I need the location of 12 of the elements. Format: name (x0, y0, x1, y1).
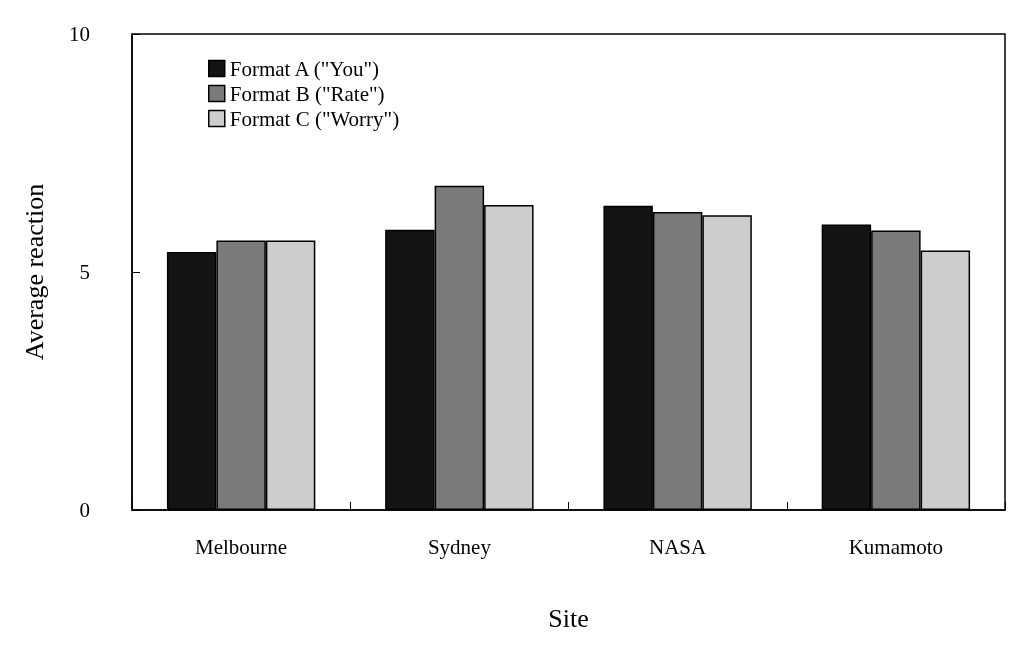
legend-label: Format A ("You") (229, 56, 379, 81)
x-tick-label: Sydney (427, 534, 492, 559)
y-tick-label: 10 (69, 22, 90, 46)
x-tick-label: Kumamoto (848, 534, 944, 559)
y-axis-title: Average reaction (19, 183, 49, 361)
y-tick-label: 5 (79, 260, 90, 284)
x-axis-title: Site (548, 603, 589, 633)
legend-label: Format B ("Rate") (229, 81, 385, 106)
legend-label: Format C ("Worry") (229, 106, 400, 131)
y-tick-label: 0 (79, 498, 90, 522)
x-tick-label: Melbourne (195, 534, 288, 559)
x-tick-label: NASA (649, 534, 708, 559)
